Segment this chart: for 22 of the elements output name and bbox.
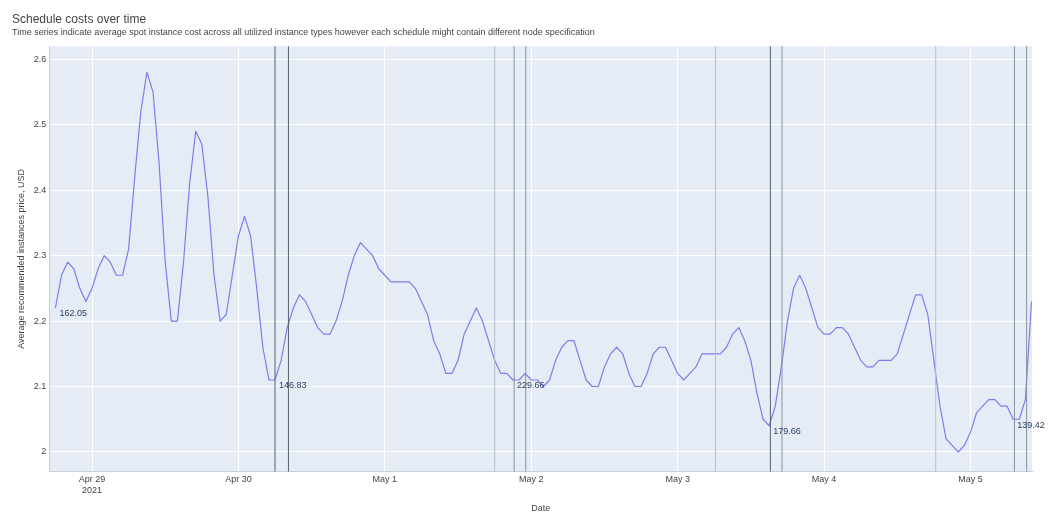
x-tick-label: May 3 xyxy=(665,474,690,485)
x-tick-label: Apr 30 xyxy=(225,474,252,485)
x-tick-label: May 5 xyxy=(958,474,983,485)
chart-title: Schedule costs over time xyxy=(12,11,147,26)
x-tick-label: Apr 29 2021 xyxy=(78,474,106,496)
x-tick-label: May 2 xyxy=(518,474,544,485)
chart-subtitle: Time series indicate average spot instance cost across all utilized instance types however each schedule might contain different node specification xyxy=(12,27,595,38)
y-tick-label: 2.3 xyxy=(33,250,47,261)
annotation: 139.42 xyxy=(1017,419,1045,430)
y-tick-label: 2.4 xyxy=(33,184,47,195)
annotation: 229.66 xyxy=(516,380,545,391)
y-tick-label: 2.5 xyxy=(33,119,47,130)
x-tick-label: May 4 xyxy=(811,474,837,485)
x-tick-label: May 1 xyxy=(372,474,398,485)
annotation: 162.05 xyxy=(59,308,87,319)
y-tick-label: 2.6 xyxy=(33,53,47,64)
y-axis-title: Average recommended instances price, USD xyxy=(15,168,26,349)
y-tick-label: 2 xyxy=(41,446,47,457)
y-tick-label: 2.2 xyxy=(33,315,47,326)
annotation: 179.66 xyxy=(773,426,801,437)
x-axis-title: Date xyxy=(531,503,551,514)
y-tick-label: 2.1 xyxy=(33,381,47,391)
